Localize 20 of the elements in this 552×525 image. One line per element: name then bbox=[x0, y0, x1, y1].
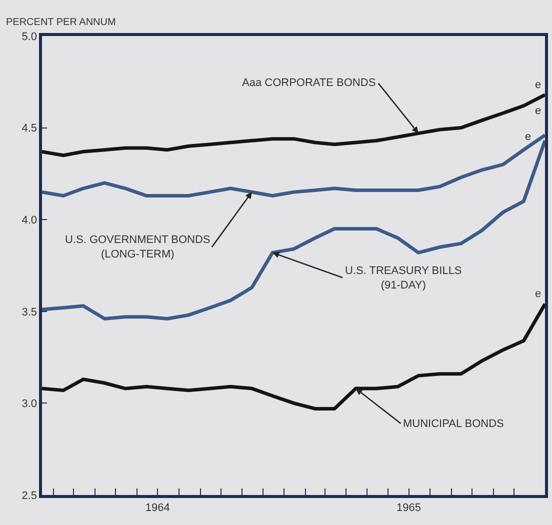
annotation: e bbox=[525, 131, 532, 143]
series-label: U.S. TREASURY BILLS (91-DAY) bbox=[345, 265, 462, 292]
annotation: e bbox=[535, 105, 542, 117]
y-tick-label: 3.5 bbox=[22, 306, 38, 318]
text: MUNICIPAL BONDS bbox=[403, 418, 504, 430]
x-tick-label: 1964 bbox=[145, 502, 170, 514]
y-tick-label: 4.0 bbox=[22, 214, 38, 226]
y-tick-label: 2.5 bbox=[22, 490, 38, 502]
annotation: e bbox=[535, 79, 542, 91]
x-tick-label: 1965 bbox=[396, 502, 421, 514]
y-tick-label: 3.0 bbox=[22, 398, 38, 410]
annotation: e bbox=[535, 288, 542, 300]
line-series bbox=[42, 93, 545, 158]
y-axis-title: PERCENT PER ANNUM bbox=[6, 17, 116, 28]
line-series bbox=[42, 138, 545, 320]
y-tick-label: 5.0 bbox=[22, 30, 38, 43]
line-series bbox=[42, 302, 545, 410]
text: Aaa CORPORATE BONDS bbox=[242, 77, 376, 89]
y-tick-label: 4.5 bbox=[22, 122, 38, 135]
text: U.S. GOVERNMENT BONDS (LONG-TERM) bbox=[65, 234, 210, 260]
